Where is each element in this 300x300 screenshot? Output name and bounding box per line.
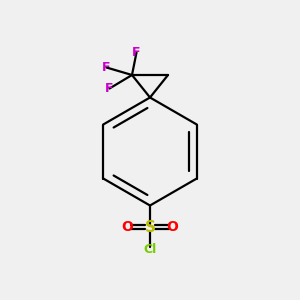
Text: F: F <box>132 46 141 59</box>
Text: F: F <box>102 61 111 74</box>
Text: Cl: Cl <box>143 243 157 256</box>
Text: O: O <box>122 220 134 234</box>
Text: F: F <box>105 82 114 95</box>
Text: O: O <box>167 220 178 234</box>
Text: S: S <box>145 220 155 235</box>
